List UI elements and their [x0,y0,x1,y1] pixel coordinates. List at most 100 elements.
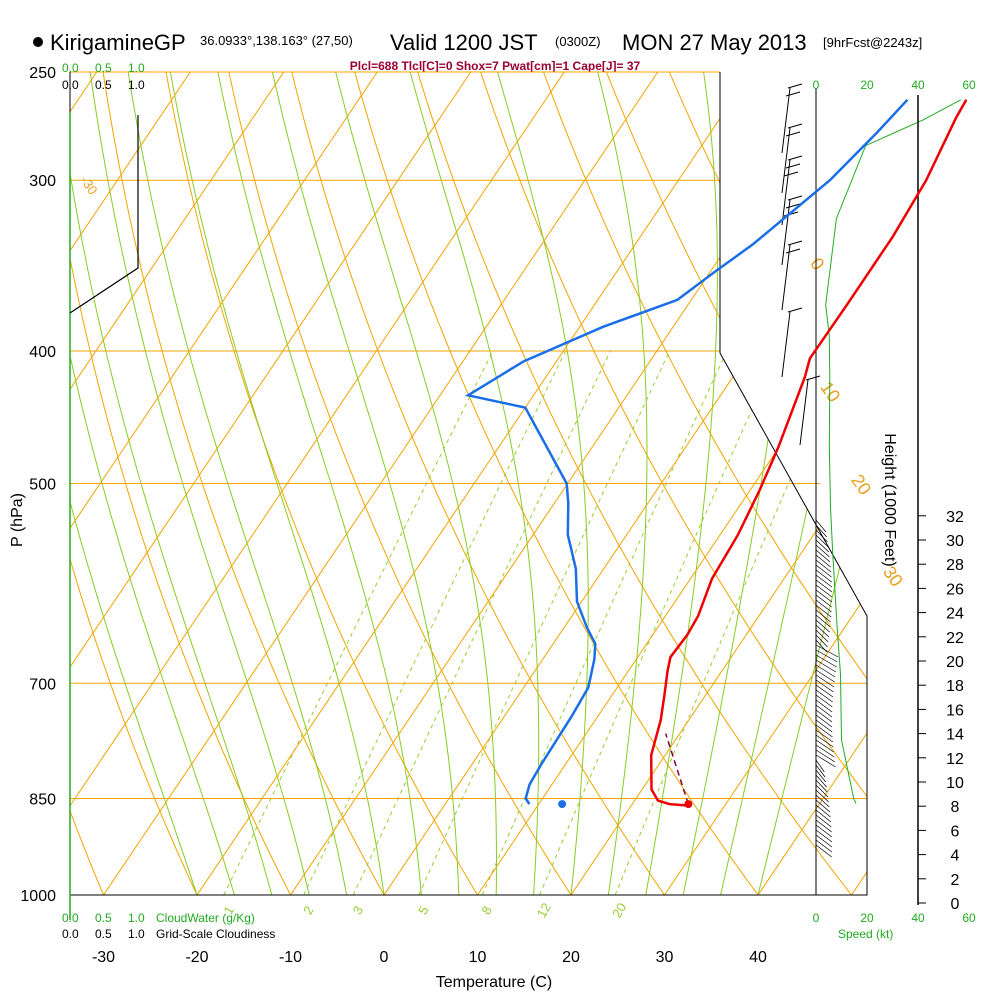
wind-barb-hatch [815,599,832,613]
wind-barb-hatch [815,549,831,563]
height-tick-label: 16 [946,702,964,719]
moist-adiabat-line [70,72,235,895]
wind-barb-flag [785,248,801,254]
mixing-ratio-label: 3 [350,903,367,917]
mixing-ratio-label: 20 [609,900,629,920]
wind-barb [799,379,809,446]
height-tick-label: 26 [946,581,964,598]
wind-barb-hatch [815,664,836,678]
cover-top-tick-1: 0.5 [95,78,112,92]
isotherm-label: -30 [78,173,101,197]
wind-barb-hatch [815,579,833,593]
wind-barb-flag [785,203,801,209]
wind-barb-hatch [815,539,830,553]
dry-adiabat-line [921,72,1000,895]
station-name: KirigamineGP [50,30,186,55]
mixing-ratio-line [352,350,611,895]
wind-barb [781,311,791,378]
wind-barb-flag [783,171,799,177]
height-axis-label: Height (1000 Feet) [881,433,898,566]
wind-barb-hatch [815,759,825,773]
wind-barbs [781,83,839,858]
pressure-tick-label: 250 [29,65,56,82]
temperature-tick-label: -30 [92,949,115,966]
wind-barb-hatch [815,699,833,713]
mixing-ratio-label: 5 [415,903,432,917]
dry-adiabat-line [291,72,665,895]
temperature-tick-label: 30 [656,949,674,966]
moist-adiabat-line [217,72,422,895]
wind-barb-hatch [815,739,834,753]
pressure-tick-label: 400 [29,344,56,361]
height-tick-label: 10 [946,775,964,792]
pressure-axis: 250 300 400 500 700 850 1000 [20,65,56,905]
wind-barb-hatch [815,744,835,758]
cloud-top-tick-0: 0.0 [62,61,79,75]
wind-barb-hatch [815,654,837,668]
cover-top-tick-2: 1.0 [128,78,145,92]
wind-barb-hatch [815,829,833,843]
height-tick-label: 12 [946,751,964,768]
wind-barb-hatch [815,659,837,673]
wind-barb-hatch [815,784,829,798]
moist-adiabat-line [757,72,867,895]
wind-barb-hatch [815,614,831,628]
wind-panel: 0 20 40 60 0 20 40 60 Speed (kt) [781,78,976,941]
wind-barb-hatch [815,609,831,623]
wind-barb-hatch [815,729,834,743]
wind-barb-hatch [815,674,835,688]
moist-adiabat-line [645,72,718,895]
dry-adiabat-line [70,72,198,895]
chart-header: KirigamineGP 36.0933°,138.163° (27,50) V… [33,30,922,73]
wind-barb-hatch [815,534,829,548]
dry-adiabat-line [417,72,852,895]
wind-barb-hatch [815,564,832,578]
valid-date: MON 27 May 2013 [622,30,807,55]
speed-axis-label: Speed (kt) [838,927,893,941]
wind-barb-hatch [815,619,830,633]
pressure-axis-label: P (hPa) [9,493,26,547]
wind-barb-hatch [815,814,832,828]
height-tick-label: 22 [946,630,964,647]
wind-barb-hatch [815,704,833,718]
wind-barb [781,87,791,154]
wind-barb [781,244,791,311]
temperature-axis-label: Temperature (C) [436,974,552,991]
mixing-ratio-labels: 1 2 3 5 8 12 20 [220,900,629,920]
height-tick-label: 20 [946,654,964,671]
isotherm-label: 10 [816,378,844,406]
moist-adiabat-line [271,72,460,895]
wind-barb-hatch [815,764,826,778]
temperature-tick-label: 20 [562,949,580,966]
moist-adiabat-line [497,72,589,895]
isotherm-label: 20 [847,471,875,499]
station-bullet-icon [33,37,43,47]
isotherm-line [945,72,1000,895]
wind-barb-hatch [815,819,832,833]
wind-barb-flag [787,123,803,129]
wind-barb-flag [805,375,821,381]
station-coords: 36.0933°,138.163° (27,50) [200,33,353,48]
wind-barb-hatch [815,694,833,708]
cover-bottom-tick-0: 0.0 [62,927,79,941]
wind-barb-hatch [815,794,830,808]
wind-barb-flag [787,195,803,201]
wind-barb-hatch [815,644,839,658]
cloudiness-profile [69,115,139,314]
dry-adiabat-line [102,72,385,895]
wind-barb-hatch [815,804,831,818]
wind-barb-hatch [815,544,830,558]
wind-barb-hatch [815,529,828,543]
wind-barb-hatch [815,624,830,638]
wind-barb-hatch [815,714,833,728]
dry-adiabat-line [0,72,10,895]
wind-barb-hatch [815,629,829,643]
cloud-panel-top: 0.0 0.5 1.0 0.0 0.5 1.0 [62,61,145,920]
mixing-ratio-line [418,350,671,895]
wind-barb-hatch [815,689,833,703]
wind-barb-hatch [815,719,833,733]
dewpoint-line [464,98,909,805]
dry-adiabat-line [857,72,867,895]
wind-speed-profile [825,99,962,804]
